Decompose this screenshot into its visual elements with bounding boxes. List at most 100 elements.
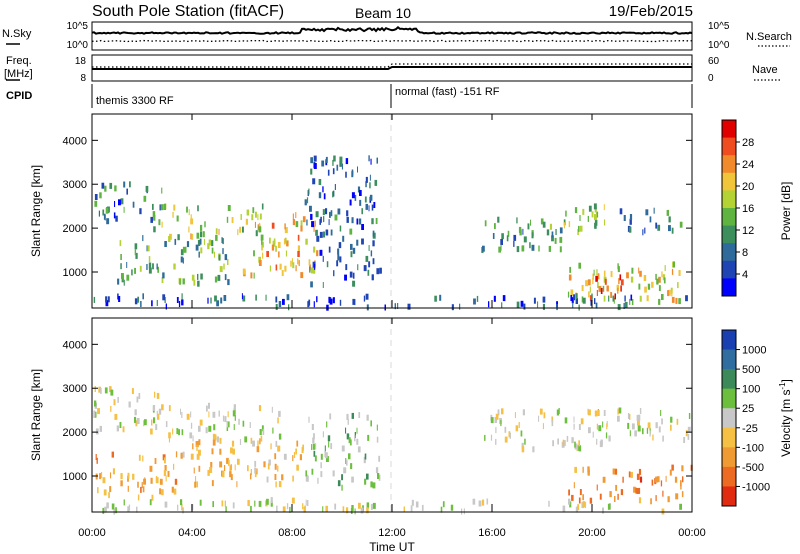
echo-cell [224, 254, 228, 261]
echo-cell [494, 223, 496, 230]
echo-cell [299, 454, 302, 461]
time-axis-label: Time UT [369, 540, 415, 554]
echo-cell [234, 464, 236, 471]
echo-cell [658, 276, 661, 283]
echo-cell [147, 245, 150, 252]
echo-cell [520, 300, 524, 307]
echo-cell [329, 298, 333, 305]
echo-cell [325, 452, 328, 459]
echo-cell [278, 301, 282, 307]
echo-cell [320, 216, 322, 223]
echo-cell [142, 455, 144, 462]
freq-strip: Freq. [MHz] 18 8 60 0 Nave [4, 54, 780, 84]
echo-cell [348, 453, 351, 460]
echo-cell [356, 239, 359, 246]
echo-cell [111, 451, 114, 458]
echo-cell [261, 425, 264, 432]
echo-cell [563, 440, 566, 447]
echo-cell [596, 211, 599, 218]
echo-cell [674, 476, 678, 483]
echo-cell [242, 268, 246, 275]
echo-cell [309, 205, 312, 212]
echo-cell [222, 238, 224, 245]
echo-cell [596, 438, 598, 445]
echo-cell [196, 232, 200, 239]
echo-cell [161, 404, 164, 411]
echo-cell [522, 409, 525, 416]
colorbar-tick-label: 24 [742, 159, 754, 171]
colorbar-tick-label: 1000 [742, 345, 766, 357]
echo-cell [354, 508, 356, 515]
echo-cell [594, 219, 598, 226]
echo-cell [214, 295, 217, 302]
echo-cell [500, 239, 503, 245]
echo-cell [651, 479, 654, 486]
echo-cell [107, 296, 110, 303]
echo-cell [186, 413, 190, 420]
echo-cell [591, 211, 594, 218]
echo-cell [588, 427, 591, 434]
echo-cell [118, 296, 121, 302]
echo-cell [631, 299, 634, 305]
echo-cell [326, 421, 328, 428]
echo-cell [322, 506, 324, 513]
echo-cell [656, 278, 659, 285]
echo-cell [377, 473, 380, 479]
noise-strip: N.Sky 10^5 10^0 10^5 10^0 N.Search [2, 21, 792, 51]
beam-label: Beam 10 [355, 5, 411, 21]
power-y-label: Slant Range [km] [29, 165, 43, 257]
echo-cell [628, 471, 631, 478]
echo-cell [330, 210, 333, 217]
echo-cell [537, 301, 539, 308]
echo-cell [120, 198, 124, 205]
echo-cell [275, 481, 277, 488]
echo-cell [297, 234, 300, 241]
colorbar-swatch [722, 408, 736, 429]
echo-cell [352, 280, 356, 287]
echo-cell [615, 484, 618, 491]
echo-cell [538, 245, 540, 252]
echo-cell [163, 457, 166, 464]
echo-cell [488, 301, 490, 308]
echo-cell [322, 282, 324, 288]
echo-cell [267, 463, 270, 470]
echo-cell [582, 466, 584, 473]
echo-cell [211, 240, 214, 247]
echo-cell [132, 473, 135, 480]
echo-cell [150, 477, 153, 484]
echo-cell [188, 209, 190, 216]
echo-cell [664, 265, 666, 272]
echo-cell [277, 417, 279, 424]
echo-cell [172, 211, 174, 218]
echo-cell [293, 452, 296, 458]
echo-cell [372, 230, 375, 237]
echo-cell [596, 423, 598, 430]
echo-cell [271, 406, 273, 413]
echo-cell [521, 446, 525, 453]
echo-cell [523, 236, 527, 243]
echo-cell [132, 201, 135, 208]
echo-cell [316, 296, 318, 303]
echo-cell [629, 298, 631, 305]
echo-cell [350, 463, 353, 470]
echo-cell [104, 506, 107, 513]
power-colorbar: 28 24 20 16 12 8 4 Power [dB] [721, 119, 793, 297]
echo-cell [250, 272, 253, 279]
echo-cell [219, 448, 222, 455]
echo-cell [337, 248, 340, 255]
echo-cell [239, 439, 242, 445]
echo-cell [310, 168, 313, 175]
echo-cell [276, 505, 278, 512]
echo-cell [658, 426, 661, 433]
echo-cell [372, 258, 375, 265]
echo-cell [575, 293, 578, 300]
echo-cell [655, 495, 657, 502]
echo-cell [226, 216, 229, 223]
echo-cell [138, 454, 141, 461]
echo-cell [607, 503, 611, 510]
echo-cell [614, 468, 618, 475]
freq-tick-bottom: 8 [80, 73, 86, 84]
echo-cell [638, 468, 642, 475]
echo-cell [565, 210, 567, 217]
echo-cell [645, 209, 649, 216]
